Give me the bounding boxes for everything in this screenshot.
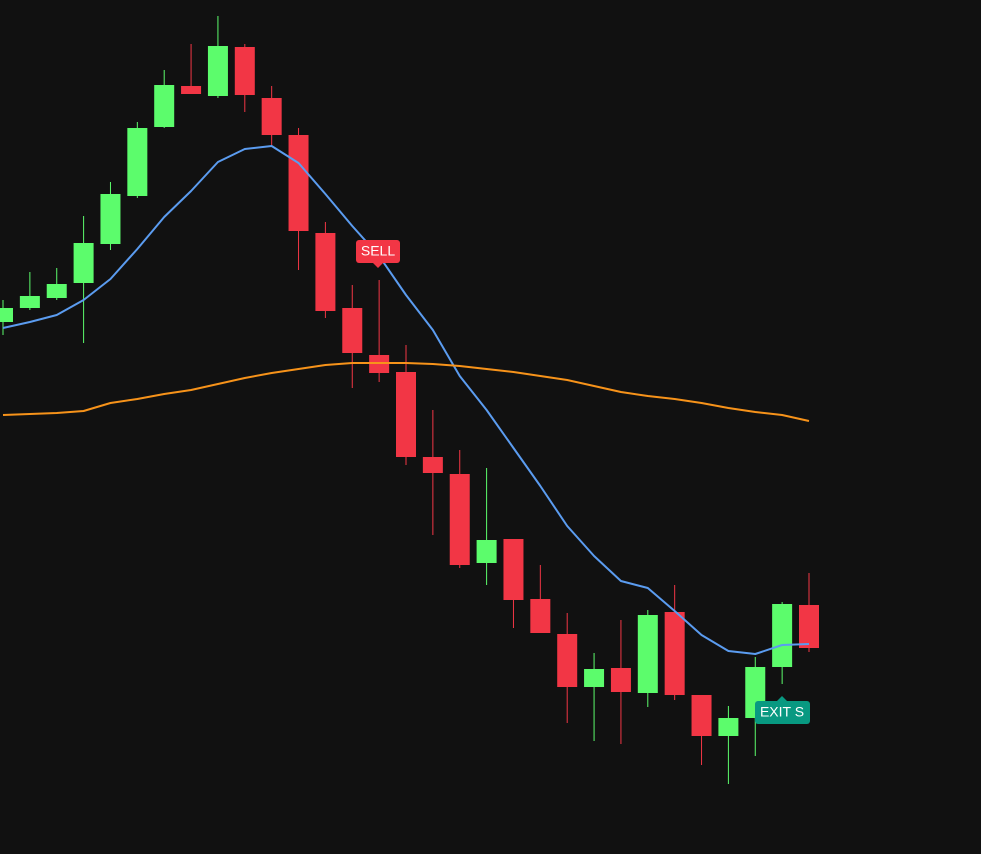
plot bbox=[0, 16, 819, 784]
candle-body bbox=[610, 668, 631, 692]
candle-body bbox=[288, 135, 309, 231]
moving-average bbox=[2, 362, 810, 422]
candle-body bbox=[207, 46, 228, 96]
candle-body bbox=[637, 615, 658, 693]
candle-body bbox=[315, 233, 336, 311]
candle-body bbox=[234, 47, 255, 95]
candle-body bbox=[261, 98, 282, 135]
sell-tag: SELL bbox=[356, 240, 400, 268]
candle-body bbox=[449, 474, 470, 565]
candle-body bbox=[503, 539, 524, 600]
moving-average bbox=[2, 145, 810, 655]
candle-body bbox=[584, 669, 605, 687]
candle-body bbox=[557, 634, 578, 687]
sell-label: SELL bbox=[361, 243, 395, 259]
candle-body bbox=[691, 695, 712, 736]
candle-body bbox=[73, 243, 94, 283]
sell-pointer bbox=[373, 263, 383, 268]
candle-body bbox=[19, 296, 40, 308]
candle-body bbox=[718, 718, 739, 736]
sell-box bbox=[356, 240, 400, 263]
candle-body bbox=[772, 604, 793, 667]
exit-pointer bbox=[777, 696, 787, 701]
candle-body bbox=[46, 284, 67, 298]
candle-body bbox=[154, 85, 175, 127]
candle-body bbox=[127, 128, 148, 196]
candle-body bbox=[530, 599, 551, 633]
candle-body bbox=[476, 540, 497, 563]
exit-label: EXIT S bbox=[760, 704, 804, 720]
candle-body bbox=[0, 308, 13, 322]
candle-body bbox=[342, 308, 363, 353]
exit-tag: EXIT S bbox=[755, 696, 810, 724]
candle-body bbox=[799, 605, 819, 648]
candle-body bbox=[100, 194, 121, 244]
candle-body bbox=[664, 612, 685, 695]
candle-body bbox=[396, 372, 416, 457]
candle-body bbox=[181, 86, 202, 94]
candle-body bbox=[422, 457, 443, 473]
exit-box bbox=[755, 701, 810, 724]
